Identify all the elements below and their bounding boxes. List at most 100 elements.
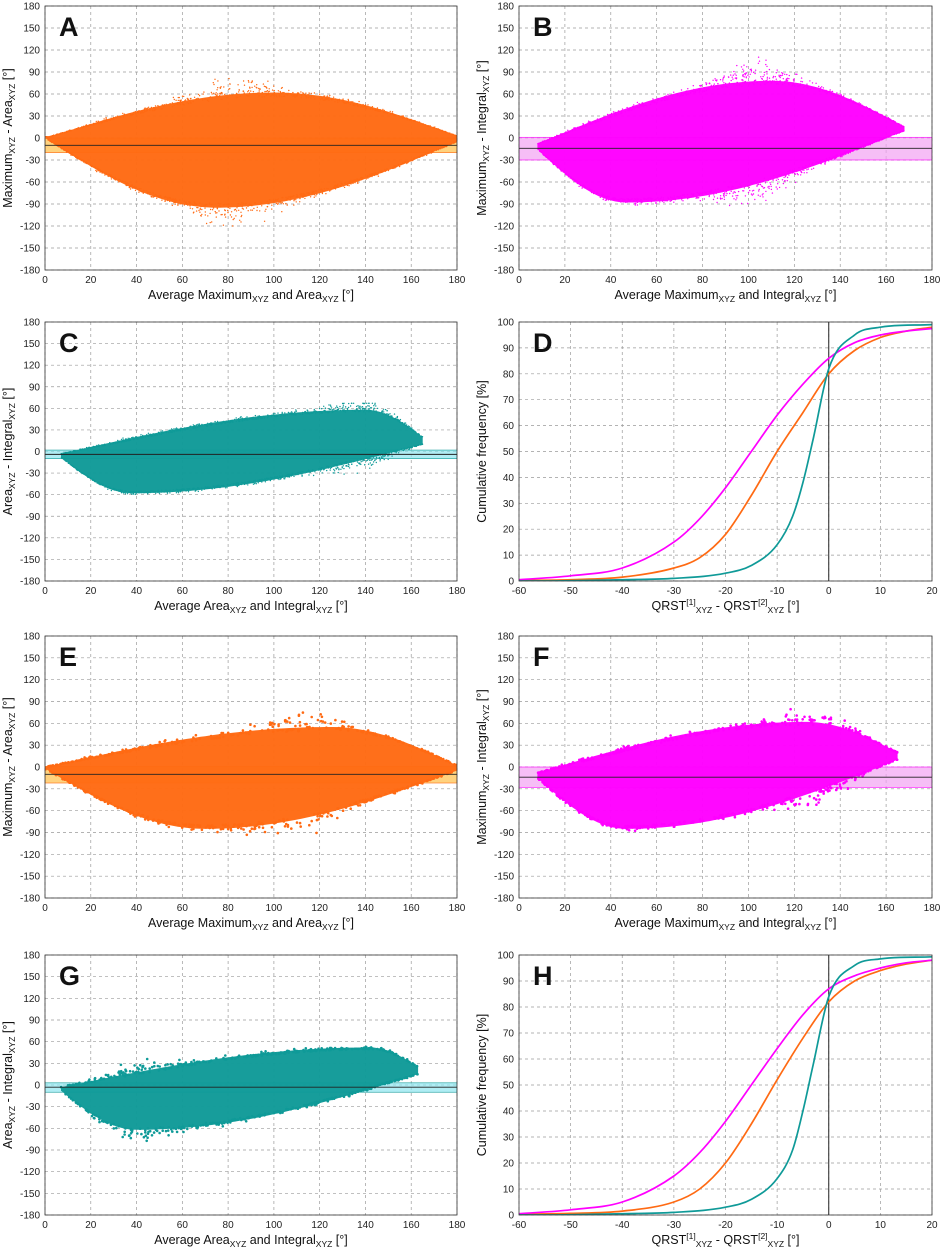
y-tick-label: 150 xyxy=(23,653,40,664)
scatter-point xyxy=(765,59,767,61)
scatter-point xyxy=(642,104,644,106)
plot-frame xyxy=(44,5,458,271)
scatter-point xyxy=(721,197,723,200)
scatter-point xyxy=(336,464,338,466)
scatter-point xyxy=(696,191,698,194)
scatter-point xyxy=(384,112,386,114)
scatter-point xyxy=(345,465,347,467)
scatter-point xyxy=(880,114,882,116)
scatter-point xyxy=(761,194,763,196)
scatter-point xyxy=(254,481,256,483)
scatter-point xyxy=(210,486,212,489)
scatter-point xyxy=(582,123,584,125)
scatter-point xyxy=(731,195,734,197)
scatter-point xyxy=(723,75,725,77)
label-part: [°] xyxy=(1,388,15,403)
scatter-point xyxy=(198,425,200,427)
scatter-point xyxy=(320,467,322,469)
scatter-point xyxy=(305,412,308,414)
scatter-point xyxy=(162,490,164,493)
label-part: XYZ xyxy=(7,766,17,783)
scatter-point xyxy=(137,111,139,113)
scatter-point xyxy=(341,809,345,812)
scatter-point xyxy=(226,97,228,99)
scatter-point xyxy=(767,81,770,84)
scatter-point xyxy=(679,195,682,197)
scatter-point xyxy=(279,90,281,93)
scatter-point xyxy=(87,476,89,478)
scatter-point xyxy=(356,461,359,463)
scatter-point xyxy=(878,140,880,142)
scatter-point xyxy=(383,111,385,114)
scatter-point xyxy=(62,452,65,454)
scatter-point xyxy=(156,197,158,199)
scatter-point xyxy=(266,90,269,92)
scatter-point xyxy=(548,139,550,141)
scatter-point xyxy=(220,731,223,735)
scatter-point xyxy=(322,812,325,815)
scatter-point xyxy=(580,185,582,187)
scatter-point xyxy=(766,76,769,79)
scatter-point xyxy=(563,171,565,173)
scatter-point xyxy=(603,195,606,197)
scatter-point xyxy=(374,174,376,177)
scatter-point xyxy=(154,193,156,196)
scatter-point xyxy=(224,213,226,215)
scatter-point xyxy=(849,150,851,152)
scatter-point xyxy=(133,186,135,188)
scatter-point xyxy=(652,98,654,100)
panel-c: 0 20 40 60 80 100 120 140 160 1801801501209060300… xyxy=(1,318,466,616)
scatter-point xyxy=(792,83,795,85)
scatter-point xyxy=(231,94,234,97)
scatter-point xyxy=(93,756,96,760)
scatter-point xyxy=(343,186,346,189)
scatter-point xyxy=(270,199,272,201)
scatter-point xyxy=(106,486,109,489)
scatter-point xyxy=(340,462,342,465)
scatter-point xyxy=(47,765,50,768)
scatter-point xyxy=(364,107,367,109)
scatter-point xyxy=(829,157,831,159)
scatter-point xyxy=(220,86,222,88)
scatter-point xyxy=(367,176,369,178)
scatter-point xyxy=(233,482,235,485)
scatter-point xyxy=(430,151,432,154)
scatter-point xyxy=(104,174,106,176)
scatter-point xyxy=(767,186,769,188)
scatter-point xyxy=(286,818,289,822)
scatter-point xyxy=(379,109,381,111)
scatter-point xyxy=(633,108,635,110)
scatter-point xyxy=(244,731,247,734)
scatter-point xyxy=(297,412,299,414)
x-tick-label: 20 xyxy=(85,586,97,597)
scatter-point xyxy=(153,433,156,435)
scatter-point xyxy=(290,94,292,96)
scatter-point xyxy=(174,198,176,200)
scatter-point xyxy=(747,191,750,194)
scatter-point xyxy=(254,202,256,205)
scatter-point xyxy=(118,181,120,183)
scatter-point xyxy=(196,206,198,209)
scatter-point xyxy=(309,196,312,198)
scatter-point xyxy=(84,474,87,476)
scatter-point xyxy=(712,88,714,90)
scatter-point xyxy=(253,207,255,210)
scatter-point xyxy=(658,199,660,201)
scatter-point xyxy=(741,85,743,87)
scatter-point xyxy=(865,106,867,108)
scatter-points xyxy=(45,711,457,837)
y-tick-label: 30 xyxy=(503,112,515,123)
scatter-point xyxy=(386,168,388,170)
scatter-point xyxy=(736,84,738,87)
scatter-point xyxy=(640,105,642,107)
scatter-point xyxy=(85,161,88,163)
scatter-point xyxy=(83,161,85,163)
scatter-point xyxy=(175,102,178,105)
scatter-point xyxy=(569,177,571,179)
scatter-point xyxy=(449,132,451,135)
scatter-point xyxy=(130,492,132,494)
scatter-point xyxy=(834,158,836,160)
scatter-point xyxy=(108,486,110,488)
scatter-point xyxy=(869,143,871,145)
scatter-point xyxy=(239,417,241,419)
